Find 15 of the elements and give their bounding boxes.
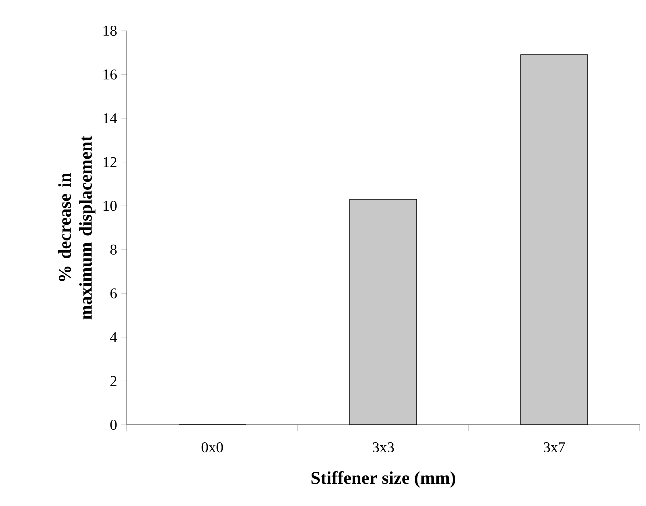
x-tick-label: 3x3: [373, 442, 394, 453]
y-tick-label: 6: [110, 288, 118, 299]
y-tick-label: 4: [110, 332, 118, 342]
y-tick-label: 0: [110, 420, 117, 430]
y-tick-label: 10: [104, 201, 117, 212]
x-axis-title: Stiffener size (mm): [312, 471, 456, 488]
y-tick-label: 12: [104, 157, 117, 168]
y-tick-label: 2: [110, 376, 117, 386]
y-tick-label: 16: [104, 70, 118, 80]
y-tick-label: 8: [110, 244, 117, 255]
y-tick-label: 14: [104, 114, 118, 124]
y-tick-label: 18: [104, 26, 117, 36]
y-axis-title: % decrease in maximum displacement: [58, 136, 96, 320]
x-tick-label: 0x0: [202, 442, 224, 453]
x-tick-label: 3x7: [544, 442, 566, 453]
